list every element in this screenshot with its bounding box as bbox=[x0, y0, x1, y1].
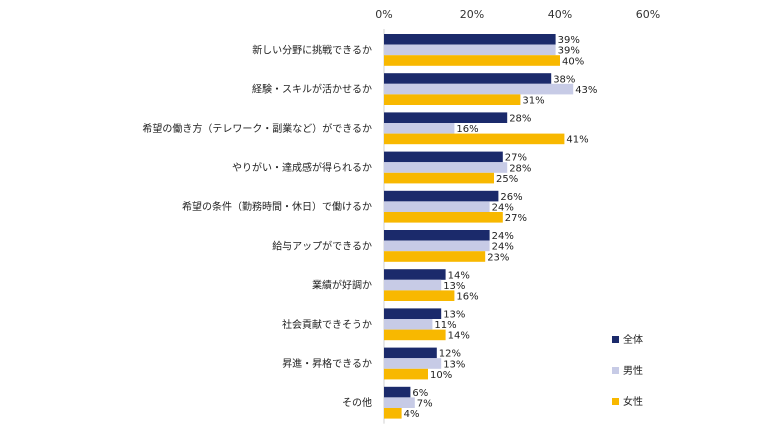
bar bbox=[384, 190, 499, 202]
bar bbox=[384, 319, 433, 330]
bar bbox=[384, 408, 402, 419]
value-label: 40% bbox=[562, 56, 584, 67]
value-label: 28% bbox=[509, 163, 531, 174]
value-label: 4% bbox=[404, 409, 420, 420]
bar bbox=[384, 34, 556, 45]
category-label: 給与アップができるか bbox=[272, 239, 372, 252]
value-label: 16% bbox=[456, 292, 478, 303]
category-label: 昇進・昇格できるか bbox=[282, 357, 372, 370]
bar bbox=[384, 112, 508, 123]
value-label: 28% bbox=[509, 114, 531, 125]
bar bbox=[384, 123, 455, 134]
value-labels: 39%39%40%38%43%31%28%16%41%27%28%25%26%2… bbox=[404, 35, 598, 420]
value-label: 16% bbox=[456, 124, 478, 135]
bar bbox=[384, 290, 455, 301]
value-label: 38% bbox=[553, 74, 575, 85]
value-label: 7% bbox=[417, 399, 433, 410]
bar bbox=[384, 94, 521, 105]
x-tick-label: 60% bbox=[636, 8, 660, 21]
bar bbox=[384, 368, 428, 380]
category-label: 経験・スキルが活かせるか bbox=[252, 83, 372, 96]
bar bbox=[384, 230, 490, 241]
bar bbox=[384, 212, 503, 223]
bar bbox=[384, 162, 508, 173]
value-label: 13% bbox=[443, 281, 465, 292]
bar bbox=[384, 151, 503, 163]
value-label: 39% bbox=[558, 46, 580, 57]
bar bbox=[384, 201, 490, 212]
bar bbox=[384, 240, 490, 252]
bar bbox=[384, 133, 565, 145]
category-labels: 新しい分野に挑戦できるか経験・スキルが活かせるか希望の働き方（テレワーク・副業な… bbox=[142, 43, 372, 409]
value-label: 13% bbox=[443, 359, 465, 370]
x-axis-ticks: 0% 20% 40% 60% bbox=[375, 8, 660, 21]
bar bbox=[384, 386, 411, 398]
bar bbox=[384, 347, 437, 359]
legend-label: 女性 bbox=[623, 395, 643, 408]
bar bbox=[384, 73, 552, 84]
value-label: 13% bbox=[443, 310, 465, 321]
category-label: やりがい・達成感が得られるか bbox=[232, 161, 372, 174]
value-label: 23% bbox=[487, 252, 509, 263]
value-label: 14% bbox=[448, 331, 470, 342]
legend-label: 男性 bbox=[623, 364, 643, 377]
bar bbox=[384, 55, 560, 66]
x-tick-label: 20% bbox=[460, 8, 484, 21]
value-label: 43% bbox=[575, 85, 597, 96]
bar bbox=[384, 44, 556, 56]
bar bbox=[384, 269, 446, 280]
value-label: 27% bbox=[505, 153, 527, 164]
bar-marks bbox=[384, 34, 574, 419]
x-tick-label: 40% bbox=[548, 8, 572, 21]
bar bbox=[384, 358, 442, 369]
value-label: 39% bbox=[558, 35, 580, 46]
bar bbox=[384, 83, 574, 95]
value-label: 6% bbox=[412, 388, 428, 399]
value-label: 26% bbox=[500, 192, 522, 203]
value-label: 24% bbox=[492, 203, 514, 214]
value-label: 11% bbox=[434, 320, 456, 331]
legend-swatch bbox=[612, 367, 619, 374]
bar bbox=[384, 397, 415, 408]
value-label: 24% bbox=[492, 242, 514, 253]
legend-label: 全体 bbox=[623, 333, 643, 346]
value-label: 41% bbox=[566, 135, 588, 146]
bar bbox=[384, 172, 494, 184]
category-label: 新しい分野に挑戦できるか bbox=[252, 43, 372, 56]
bar bbox=[384, 251, 486, 262]
legend-swatch bbox=[612, 398, 619, 405]
value-label: 31% bbox=[522, 96, 544, 107]
value-label: 14% bbox=[448, 270, 470, 281]
category-label: 社会貢献できそうか bbox=[282, 318, 372, 331]
category-label: その他 bbox=[342, 396, 372, 409]
category-label: 希望の条件（勤務時間・休日）で働けるか bbox=[182, 200, 372, 213]
value-label: 10% bbox=[430, 370, 452, 381]
bar bbox=[384, 279, 442, 291]
value-label: 24% bbox=[492, 231, 514, 242]
x-tick-label: 0% bbox=[375, 8, 392, 21]
value-label: 12% bbox=[439, 349, 461, 360]
category-label: 業績が好調か bbox=[312, 279, 372, 292]
bar bbox=[384, 308, 442, 319]
legend-swatch bbox=[612, 336, 619, 343]
value-label: 27% bbox=[505, 213, 527, 224]
value-label: 25% bbox=[496, 174, 518, 185]
bar bbox=[384, 329, 446, 341]
category-label: 希望の働き方（テレワーク・副業など）ができるか bbox=[142, 122, 372, 135]
